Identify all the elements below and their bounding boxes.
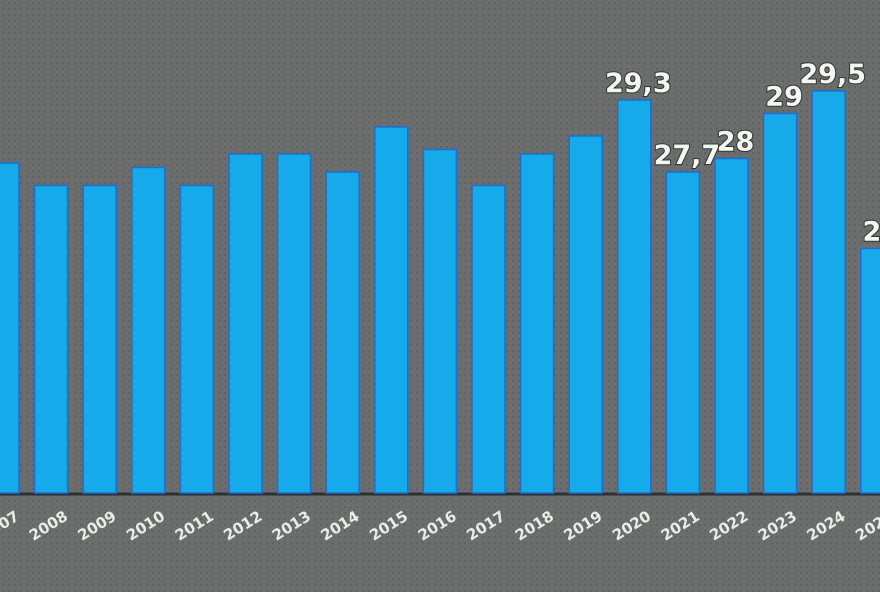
bar [519, 153, 555, 494]
bar [228, 153, 263, 494]
bar [82, 184, 117, 494]
bar [325, 171, 360, 494]
value-label: 27,7 [654, 140, 721, 171]
bar [0, 162, 20, 494]
bar [811, 90, 846, 494]
bar [276, 153, 312, 494]
bar [568, 135, 603, 494]
bar [617, 99, 652, 494]
bar [374, 126, 409, 494]
value-label: 29,5 [799, 59, 866, 90]
bar [131, 166, 166, 494]
value-label: 29 [765, 81, 803, 112]
value-label: 28 [717, 126, 755, 157]
value-label: 26 [863, 217, 880, 248]
bar [179, 184, 215, 494]
bar [665, 171, 701, 494]
bar [714, 157, 749, 494]
bar [762, 112, 798, 494]
bar [33, 184, 69, 494]
bar [860, 247, 880, 494]
bar [422, 148, 458, 494]
bar [471, 184, 506, 494]
value-label: 29,3 [605, 68, 672, 99]
